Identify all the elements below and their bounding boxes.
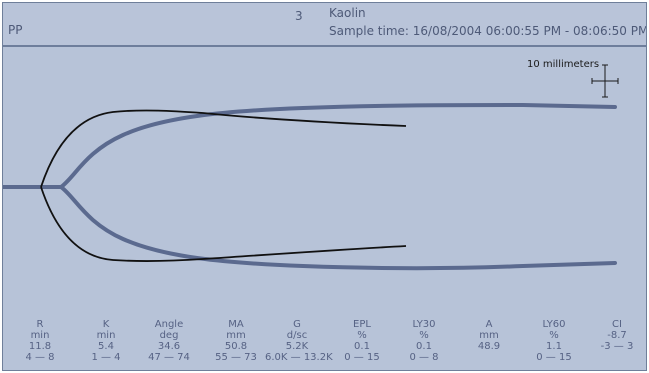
reference-trace-upper xyxy=(40,109,407,188)
param-r: R min 11.8 4 — 8 xyxy=(8,319,72,363)
param-ma: MA mm 50.8 55 — 73 xyxy=(204,319,268,363)
param-value: 34.6 xyxy=(157,341,181,352)
param-name: EPL xyxy=(353,319,371,330)
param-name: MA xyxy=(228,319,244,330)
param-range: 0 — 8 xyxy=(409,352,439,363)
scale-crosshair-icon xyxy=(591,64,619,98)
param-unit: d/sc xyxy=(286,330,308,341)
param-range: 55 — 73 xyxy=(215,352,257,363)
reference-trace-lower xyxy=(40,186,407,262)
param-value: 5.2K xyxy=(285,341,309,352)
param-value: 5.4 xyxy=(98,341,114,352)
sample-time: Sample time: 16/08/2004 06:00:55 PM - 08… xyxy=(329,24,647,38)
param-ly60: LY60 % 1.1 0 — 15 xyxy=(522,319,586,363)
param-unit: min xyxy=(30,330,50,341)
param-angle: Angle deg 34.6 47 — 74 xyxy=(137,319,201,363)
param-range: 0 — 15 xyxy=(536,352,572,363)
tracing-plot: 10 millimeters xyxy=(3,47,646,313)
param-name: Angle xyxy=(154,319,184,330)
param-unit: min xyxy=(96,330,116,341)
param-unit: % xyxy=(419,330,429,341)
param-value: -8.7 xyxy=(607,330,627,341)
param-ly30: LY30 % 0.1 0 — 8 xyxy=(392,319,456,363)
sample-trace-upper xyxy=(3,102,617,189)
param-unit: % xyxy=(549,330,559,341)
header-bar: PP 3 Kaolin Sample time: 16/08/2004 06:0… xyxy=(3,3,646,47)
parameter-table: R min 11.8 4 — 8 K min 5.4 1 — 4 Angle d… xyxy=(3,319,646,370)
param-range: 1 — 4 xyxy=(91,352,121,363)
param-unit: mm xyxy=(226,330,246,341)
param-value: 48.9 xyxy=(477,341,501,352)
param-k: K min 5.4 1 — 4 xyxy=(74,319,138,363)
sample-trace-lower xyxy=(3,185,617,271)
param-name: A xyxy=(485,319,493,330)
param-value: 50.8 xyxy=(224,341,248,352)
param-name: G xyxy=(293,319,301,330)
param-value: 0.1 xyxy=(416,341,432,352)
scale-label: 10 millimeters xyxy=(527,59,600,70)
param-range: -3 — 3 xyxy=(600,341,634,352)
param-range: 6.0K — 13.2K xyxy=(265,352,333,363)
param-unit: deg xyxy=(159,330,179,341)
sample-type-label: PP xyxy=(8,23,23,37)
param-value: 11.8 xyxy=(28,341,52,352)
param-value: 0.1 xyxy=(354,341,370,352)
param-range: 47 — 74 xyxy=(148,352,190,363)
param-epl: EPL % 0.1 0 — 15 xyxy=(330,319,394,363)
tracing-svg xyxy=(3,64,619,271)
param-name: LY30 xyxy=(412,319,436,330)
param-range: 0 — 15 xyxy=(344,352,380,363)
param-unit: mm xyxy=(479,330,499,341)
param-a: A mm 48.9 xyxy=(457,319,521,352)
param-name: LY60 xyxy=(542,319,566,330)
param-ci: CI -8.7 -3 — 3 xyxy=(585,319,646,352)
test-name: Kaolin xyxy=(329,6,366,20)
param-name: R xyxy=(36,319,44,330)
param-g: G d/sc 5.2K 6.0K — 13.2K xyxy=(265,319,333,363)
param-value: 1.1 xyxy=(546,341,562,352)
channel-number: 3 xyxy=(295,9,303,23)
param-name: K xyxy=(102,319,110,330)
param-range: 4 — 8 xyxy=(25,352,55,363)
param-unit: % xyxy=(357,330,367,341)
param-name: CI xyxy=(612,319,622,330)
